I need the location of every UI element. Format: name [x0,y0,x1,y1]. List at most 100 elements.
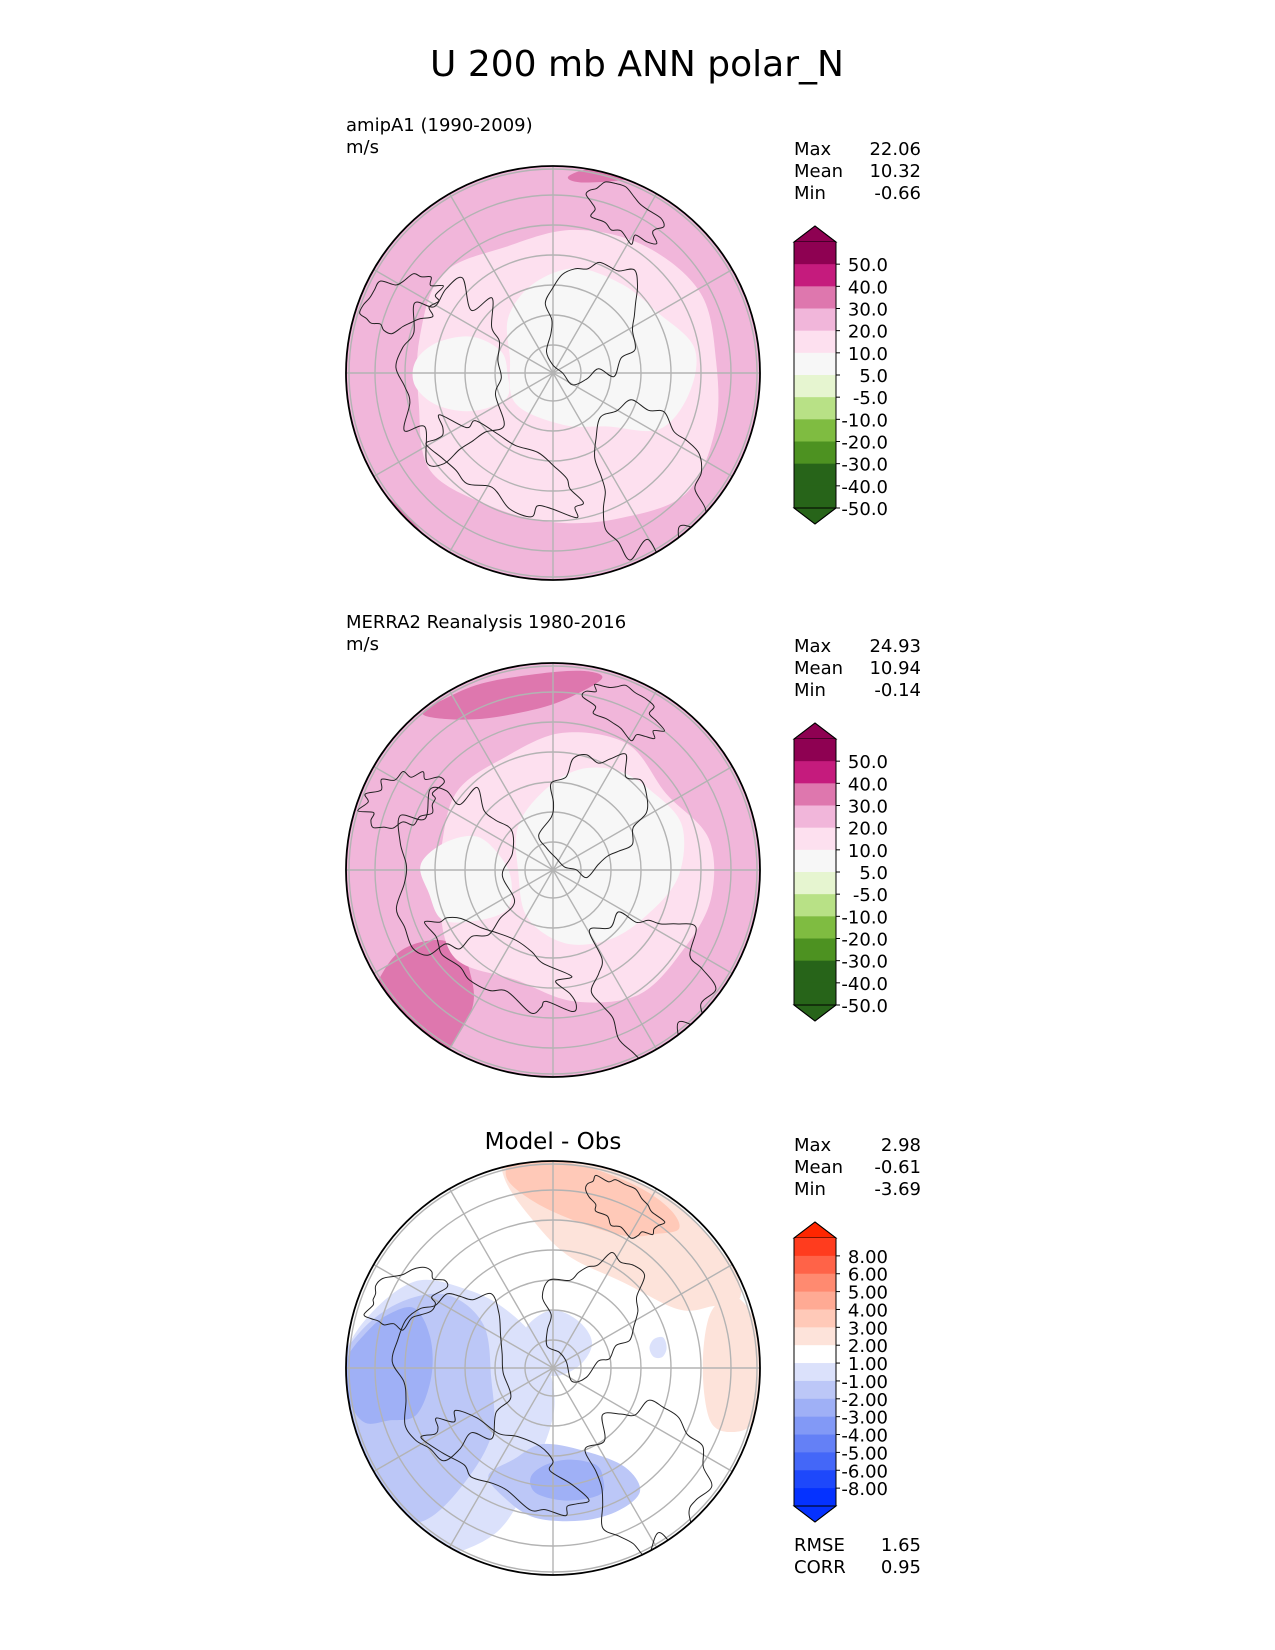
stat-label-corr: CORR [794,1557,846,1578]
colorbar-segment-0 [794,242,836,265]
field-contour-3 [346,1307,433,1424]
stat-label-min: Min [794,1179,826,1200]
stat-label-max: Max [794,636,832,657]
colorbar-tick-label-3: 4.00 [848,1300,888,1321]
meridian-240 [448,690,554,871]
coastline-5 [585,181,665,245]
field-contour-10 [649,1336,667,1359]
coastline-4 [363,1266,449,1331]
colorbar-segment-2 [794,286,836,309]
colorbar-tick-label-4: 10.0 [848,841,888,862]
coastline-4 [359,273,444,335]
colorbar-segment-5 [794,1327,836,1346]
colorbar-segment-14 [794,1488,836,1507]
panel-title: Model - Obs [485,1129,622,1155]
colorbar-tick-label-6: 1.00 [848,1354,888,1375]
meridian-240 [448,193,554,374]
colorbar-segment-3 [794,805,836,829]
stat-value-max: 22.06 [869,139,921,160]
colorbar-segment-11 [794,1434,836,1453]
colorbar-tick-label-3: 20.0 [848,322,888,343]
panel-subtitle: amipA1 (1990-2009) [346,115,533,136]
colorbar-tick-label-9: -30.0 [841,952,888,973]
polar-map [346,166,760,580]
meridian-330 [552,1263,733,1369]
panel-units: m/s [346,137,379,158]
colorbar-segment-4 [794,330,836,354]
colorbar-segment-1 [794,761,836,784]
colorbar-over-extend [792,1221,838,1239]
stat-value-corr: 0.95 [881,1557,921,1578]
colorbar-segment-8 [794,916,836,939]
colorbar-segment-1 [794,264,836,287]
colorbar-tick-label-8: -20.0 [841,930,888,951]
meridian-330 [552,268,733,374]
graticule [346,166,760,580]
colorbar-tick-label-12: -6.00 [841,1461,888,1482]
coastline-1 [544,261,639,386]
colorbar-tick-label-0: 50.0 [848,752,888,773]
stat-value-mean: 10.32 [869,161,921,182]
stat-label-max: Max [794,1135,832,1156]
coastline-5 [581,683,665,742]
coastlines [357,683,717,1064]
field-contour-7 [505,1161,680,1237]
colorbar-segment-10 [794,463,836,487]
colorbar-segment-1 [794,1255,836,1275]
stat-label-rmse: RMSE [794,1535,845,1556]
colorbar-tick-label-4: 10.0 [848,344,888,365]
stat-label-max: Max [794,139,832,160]
colorbar-segment-3 [794,308,836,332]
colorbar-tick-label-2: 30.0 [848,300,888,321]
graticule [346,1161,760,1575]
coastline-3 [425,414,584,519]
stat-value-mean: 10.94 [869,658,921,679]
colorbar-tick-label-2: 5.00 [848,1283,888,1304]
colorbar-segment-11 [794,982,836,1006]
colorbar-tick-label-7: -10.0 [841,410,888,431]
stat-label-mean: Mean [794,161,843,182]
colorbar-outline [793,1221,837,1523]
map-border [345,662,761,1078]
meridian-150 [373,869,554,975]
panel-1: amipA1 (1990-2009)m/s Max 22.06 Mean 10.32 Mi… [345,115,921,581]
colorbar-segment-9 [794,1398,836,1418]
coastline-3 [424,916,577,1014]
map-border [345,1160,761,1576]
colorbar-segment-2 [794,783,836,806]
colorbar: 8.006.005.004.003.002.001.00-1.00-2.00-3… [792,1221,888,1523]
colorbar-segment-8 [794,419,836,442]
meridian-210 [373,765,554,871]
coastline-0 [391,1292,512,1462]
coastline-1 [541,1252,646,1383]
colorbar-tick-label-10: -40.0 [841,477,888,498]
meridian-300 [552,193,658,374]
colorbar-segment-5 [794,849,836,873]
colorbar-under-extend [792,1004,838,1022]
colorbar-tick-label-1: 40.0 [848,774,888,795]
panel-units: m/s [346,634,379,655]
meridian-240 [448,1188,554,1369]
meridian-300 [552,1188,658,1369]
coastlines [359,181,707,568]
colorbar-tick-label-11: -50.0 [841,996,888,1017]
coastline-0 [395,276,505,467]
coastline-0 [395,786,516,956]
colorbar-tick-label-2: 30.0 [848,797,888,818]
meridian-120 [448,1367,554,1548]
colorbar-segment-6 [794,1345,836,1364]
colorbar-tick-label-10: -40.0 [841,974,888,995]
colorbar-tick-label-9: -3.00 [841,1408,888,1429]
colorbar-tick-label-8: -20.0 [841,433,888,454]
stat-label-min: Min [794,680,826,701]
colorbar-segment-4 [794,1309,836,1328]
colorbar-segment-6 [794,375,836,398]
coastline-2 [593,399,707,568]
colorbar: 50.040.030.020.010.05.0-5.0-10.0-20.0-30… [792,722,888,1022]
colorbar-segment-13 [794,1470,836,1489]
colorbar-segment-5 [794,352,836,376]
colorbar-under-extend [792,507,838,525]
colorbar-tick-label-6: -5.0 [853,885,888,906]
